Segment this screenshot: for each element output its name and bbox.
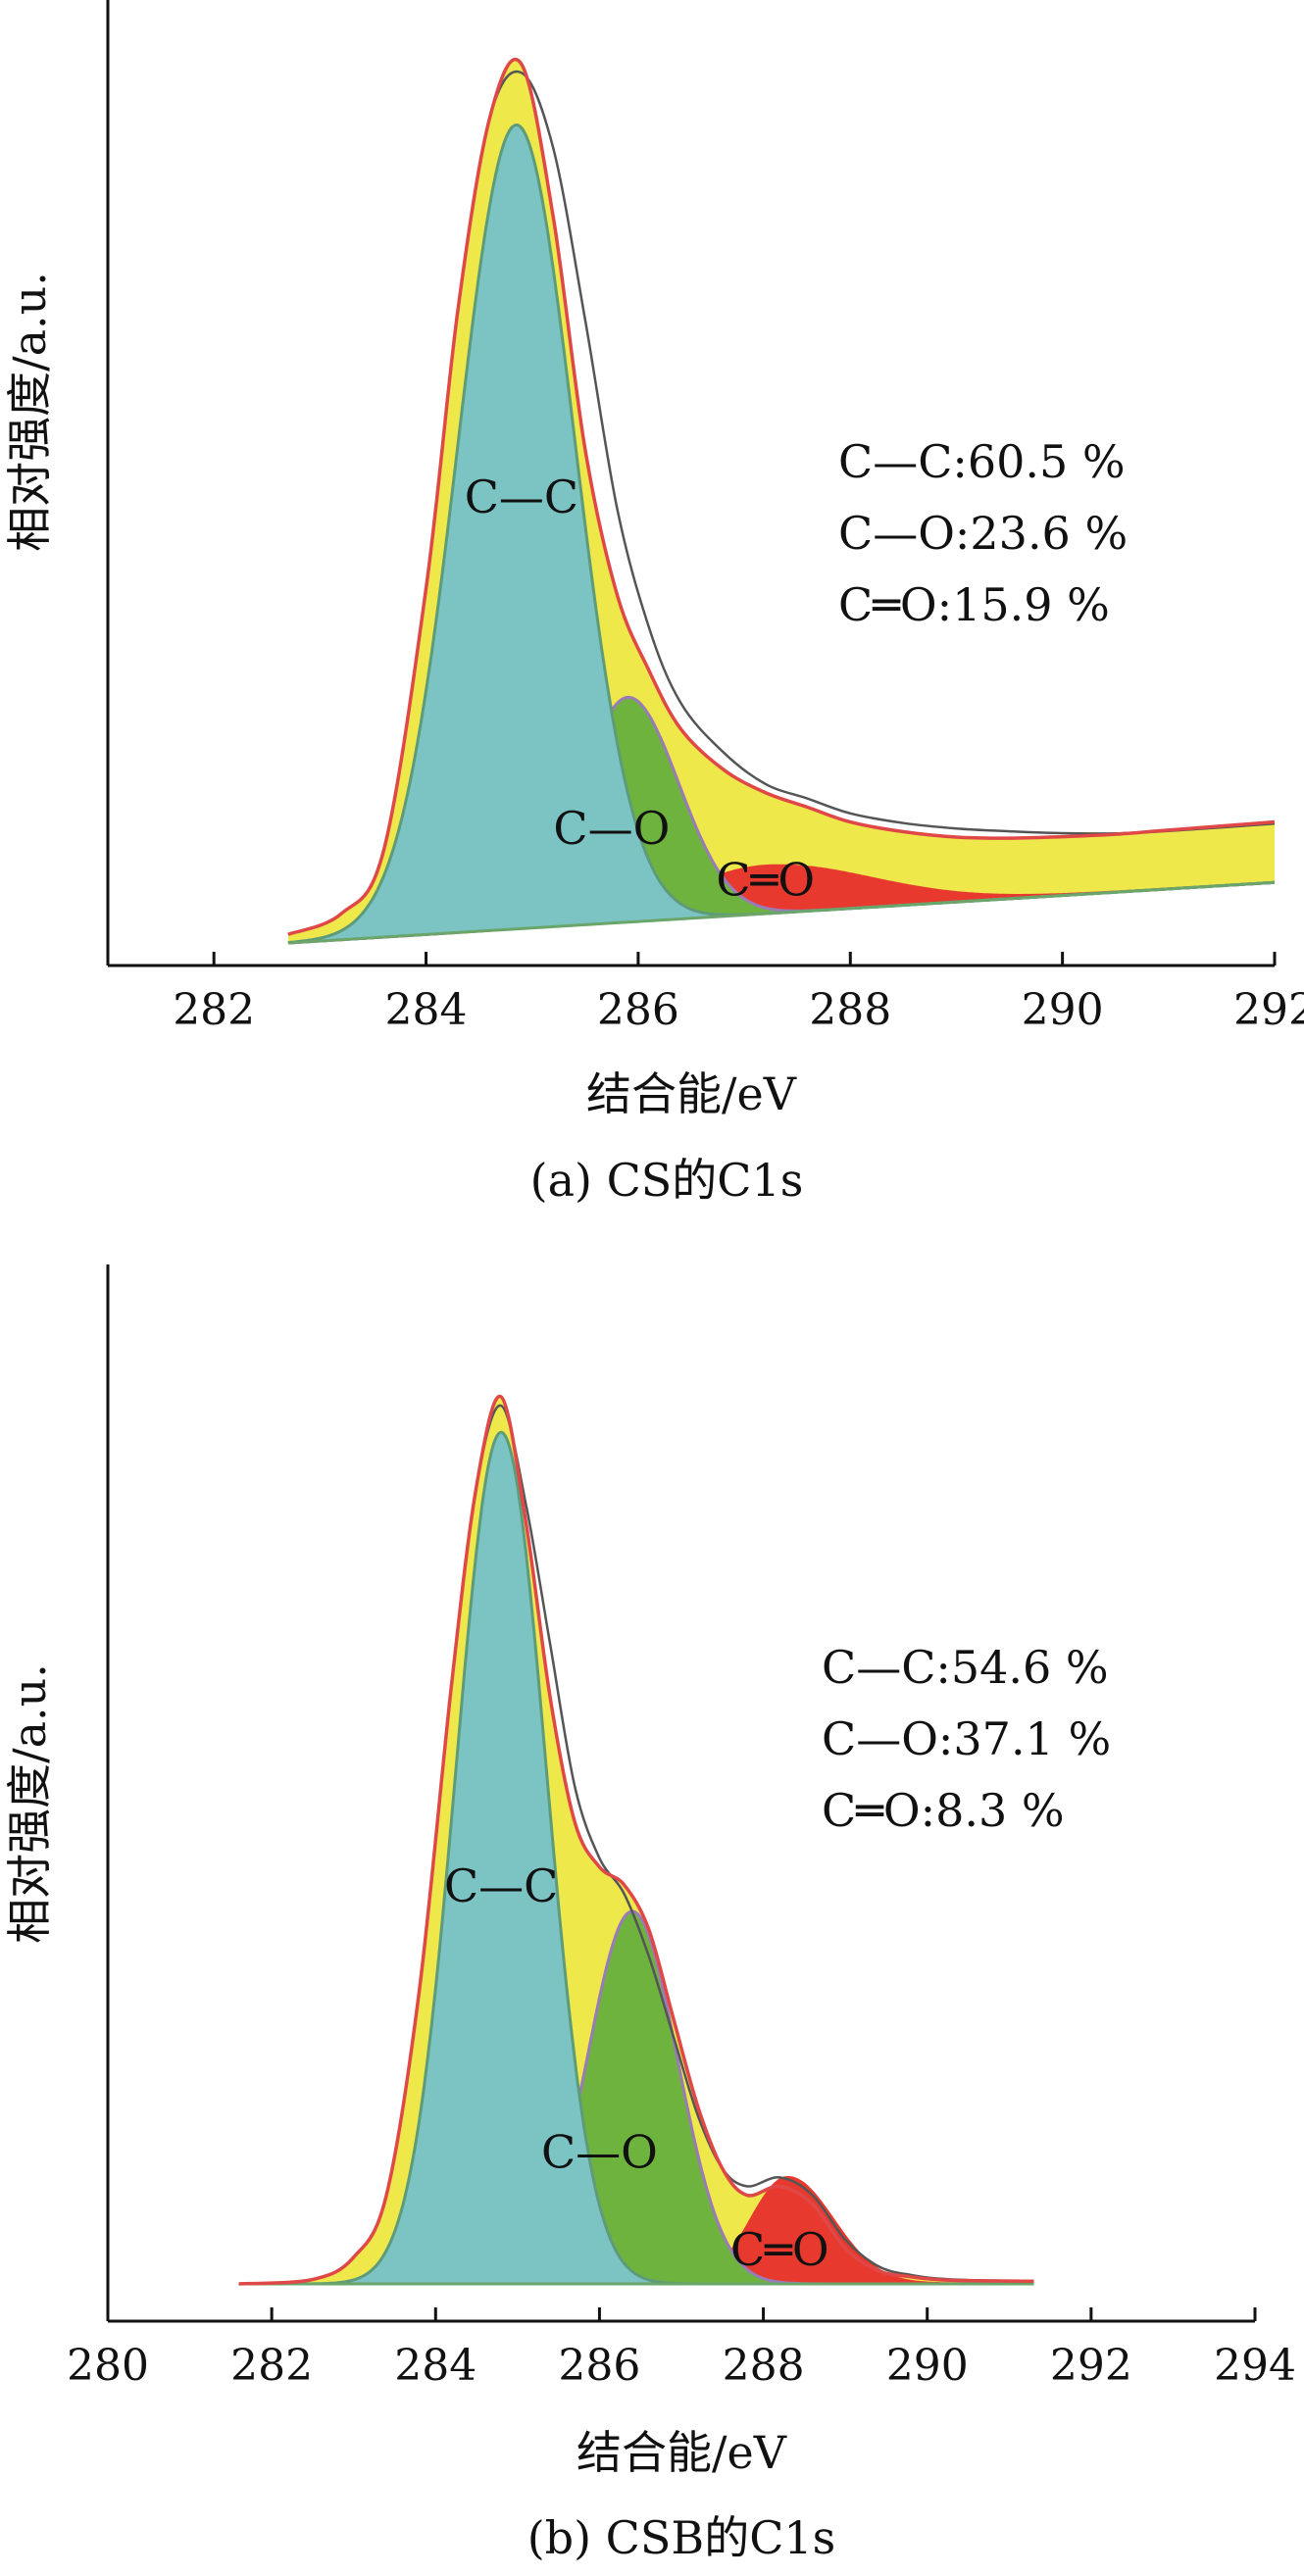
x-tick-label: 284 — [394, 2341, 476, 2391]
panel-b-stat-c-eq-o: C═O:8.3 % — [822, 1784, 1065, 1837]
x-tick-label: 280 — [67, 2341, 149, 2391]
x-tick-label: 294 — [1214, 2341, 1296, 2391]
x-tick-label: 288 — [809, 985, 891, 1035]
peak-fill-c-o — [238, 1910, 1034, 2284]
peak-label-c-o: C—O — [541, 2125, 658, 2178]
x-tick-label: 292 — [1050, 2341, 1132, 2391]
x-tick-label: 290 — [1022, 985, 1104, 1035]
panel-b-plot-area — [238, 1394, 1034, 2286]
panel-a-caption: (a) CS的C1s — [530, 1154, 804, 1207]
panel-a-x-ticks: 282 284 286 288 290 292 — [173, 952, 1304, 1035]
panel-a-y-label: 相对强度/a.u. — [3, 272, 56, 552]
peak-fill-c-eq-o — [287, 866, 1275, 943]
panel-a-peak-labels: C—C C—O C═O — [465, 471, 815, 906]
x-tick-label: 282 — [230, 2341, 313, 2391]
x-tick-label: 288 — [723, 2341, 805, 2391]
panel-a: 282 284 286 288 290 292 结合能/eV 相对强度/a.u. (a) … — [3, 0, 1304, 1207]
x-tick-label: 286 — [597, 985, 679, 1035]
panel-a-plot-area — [287, 57, 1276, 945]
panel-a-stat-c-eq-o: C═O:15.9 % — [838, 578, 1110, 631]
peak-label-c-c: C—C — [444, 1859, 558, 1912]
panel-b-stat-c-o: C—O:37.1 % — [822, 1712, 1111, 1765]
x-tick-label: 290 — [886, 2341, 969, 2391]
peak-label-c-eq-o: C═O — [716, 853, 815, 906]
envelope-line — [238, 1394, 1034, 2286]
panel-b-y-label: 相对强度/a.u. — [3, 1663, 56, 1944]
panel-a-stat-c-o: C—O:23.6 % — [838, 507, 1128, 560]
peak-label-c-o: C—O — [553, 802, 670, 855]
panel-b-peak-labels: C—C C—O C═O — [444, 1859, 829, 2276]
peak-label-c-c: C—C — [465, 471, 578, 523]
x-tick-label: 286 — [558, 2341, 640, 2391]
peak-label-c-eq-o: C═O — [730, 2223, 829, 2276]
peak-fill-c-c — [238, 1432, 1034, 2284]
panel-b-caption: (b) CSB的C1s — [527, 2511, 836, 2564]
baseline — [287, 880, 1276, 945]
peak-fill-c-eq-o — [238, 2177, 1034, 2284]
peak-fill-c-c — [287, 124, 1275, 944]
x-tick-label: 292 — [1233, 985, 1304, 1035]
panel-b-stat-c-c: C—C:54.6 % — [822, 1641, 1109, 1694]
x-tick-label: 282 — [173, 985, 255, 1035]
panel-a-stat-c-c: C—C:60.5 % — [838, 435, 1126, 488]
panel-b: 280 282 284 286 288 290 292 294 结合能/eV 相对强度/a.u… — [3, 1264, 1296, 2564]
envelope-line — [287, 57, 1276, 936]
panel-b-x-label: 结合能/eV — [577, 2426, 787, 2479]
panel-b-x-ticks: 280 282 284 286 288 290 292 294 — [67, 2307, 1296, 2391]
panel-a-x-label: 结合能/eV — [586, 1067, 797, 1120]
x-tick-label: 284 — [385, 985, 468, 1035]
